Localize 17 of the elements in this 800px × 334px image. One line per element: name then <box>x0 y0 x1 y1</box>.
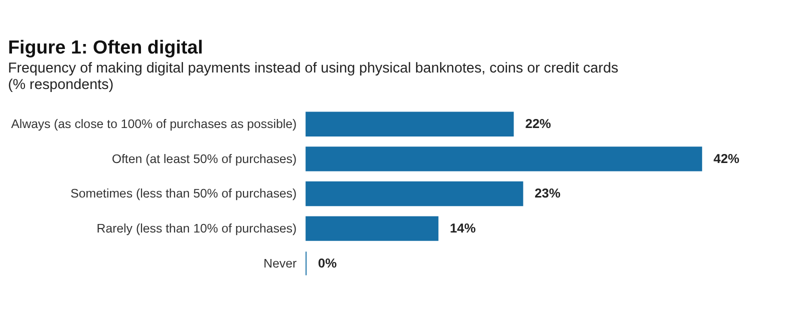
data-label: 22% <box>525 116 552 132</box>
data-label: 14% <box>450 220 476 236</box>
data-label: 0% <box>318 255 338 270</box>
chart-subtitle: Frequency of making digital payments instead of using physical banknotes, coins or credit cards <box>8 60 618 77</box>
y-tick-label: Sometimes (less than 50% of purchases) <box>70 186 297 201</box>
y-tick-label: Rarely (less than 10% of purchases) <box>96 222 297 236</box>
bar <box>306 146 702 172</box>
y-tick-label: Never <box>264 256 297 270</box>
data-label: 42% <box>714 150 740 166</box>
text: Figure 1: Often digital <box>8 38 203 59</box>
text: (% respondents) <box>8 76 114 93</box>
bar <box>306 112 514 136</box>
y-tick-label: Always (as close to 100% of purchases as possible) <box>11 117 297 132</box>
bar <box>306 216 438 241</box>
bar <box>306 181 524 206</box>
y-tick-label: Often (at least 50% of purchases) <box>112 152 297 166</box>
data-label: 23% <box>534 186 561 201</box>
